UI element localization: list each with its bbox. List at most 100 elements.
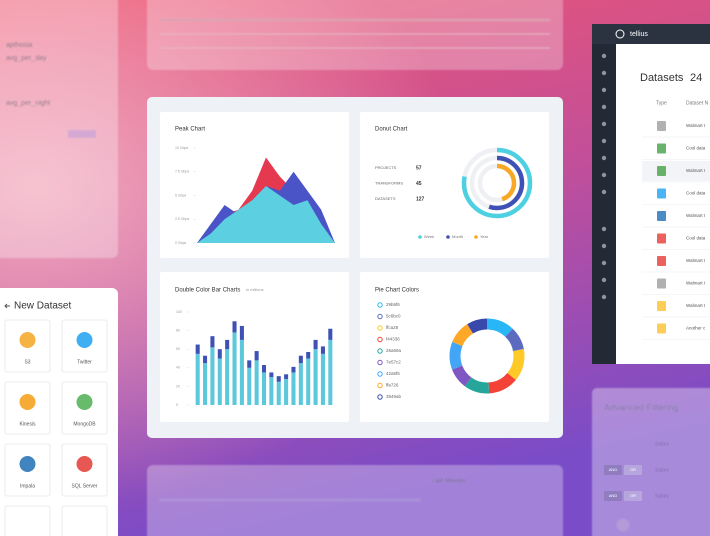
bar-segment	[210, 336, 215, 348]
advanced-filtering-panel: Advanced Filtering	[592, 388, 710, 536]
nav-icon[interactable]	[601, 155, 607, 161]
bar-segment	[217, 349, 222, 359]
bar-segment	[320, 353, 325, 405]
dataset-count: 24	[690, 72, 702, 84]
bar-segment	[232, 332, 237, 405]
add-button[interactable]	[617, 519, 629, 531]
panel-text: apthosia	[6, 42, 33, 49]
tile-icon	[19, 332, 36, 348]
dataset-name[interactable]: Cool data	[686, 146, 706, 151]
bar-segment	[247, 360, 252, 368]
dataset-name[interactable]: Walmart I	[686, 281, 705, 286]
color-icon	[377, 359, 383, 366]
bar-segment	[284, 374, 289, 379]
color-icon	[377, 336, 383, 343]
dataset-name[interactable]: Cool data	[686, 236, 706, 241]
bar-segment	[320, 346, 325, 354]
panel-bg	[0, 0, 118, 258]
panel-title: Advanced Filtering	[604, 402, 679, 412]
color-icon	[377, 382, 383, 389]
nav-icon[interactable]	[601, 260, 607, 266]
logic-button[interactable]	[624, 491, 642, 501]
panel-text: avg_per_night	[6, 100, 50, 107]
pie-segment	[449, 318, 525, 394]
bar-segment	[313, 349, 318, 405]
nav-icon[interactable]	[601, 53, 607, 59]
tile-label: MongoDB	[73, 421, 96, 427]
y-tick-label: 0 Gbps	[175, 241, 187, 245]
bar-segment	[203, 363, 208, 405]
color-name: 5c6bc0	[386, 314, 401, 319]
bar-segment	[217, 358, 222, 405]
chart-title: Double Color Bar Charts	[175, 288, 240, 294]
chart-subtitle: in millions	[246, 287, 264, 292]
dataset-tile[interactable]	[61, 505, 108, 536]
nav-icon[interactable]	[601, 87, 607, 93]
pie-segment	[449, 318, 525, 394]
color-icon	[377, 302, 383, 308]
nav-icon[interactable]	[601, 189, 607, 195]
top-left-panel: apthosia avg_per_day avg_per_night	[0, 0, 118, 258]
bar-segment	[261, 365, 267, 373]
color-icon	[377, 313, 383, 320]
y-tick-label: 80	[176, 329, 180, 333]
swatch	[68, 130, 96, 138]
dataset-name[interactable]: Walmart I	[686, 123, 705, 128]
nav-icon[interactable]	[601, 277, 607, 283]
dataset-name[interactable]: Walmart I	[686, 213, 705, 218]
dataset-tile[interactable]	[4, 505, 51, 536]
dataset-name[interactable]: Cool data	[686, 191, 706, 196]
type-icon	[657, 188, 666, 199]
logic-button[interactable]	[604, 491, 622, 501]
type-icon	[657, 211, 666, 221]
datasets-panel: tellius Datasets 24 Type Dataset N	[592, 24, 710, 364]
logic-button[interactable]	[604, 465, 622, 475]
dataset-name[interactable]: Walmart I	[686, 168, 705, 173]
bar-segment	[284, 378, 289, 405]
color-icon	[377, 348, 383, 354]
filter-field: Salary	[655, 441, 670, 447]
y-tick-label: 100	[176, 310, 182, 314]
dataset-name[interactable]: Another c	[686, 326, 706, 331]
tile-label: S3	[24, 359, 30, 365]
y-tick-label: 2.5 Gbps	[175, 217, 189, 221]
back-arrow[interactable]	[4, 303, 10, 309]
color-name: 42a5f5	[386, 371, 400, 376]
logic-label: AND	[609, 493, 618, 498]
tile-icon	[19, 456, 36, 472]
nav-icon[interactable]	[601, 138, 607, 144]
bar-segment	[247, 367, 252, 405]
panel-text: avg_per_day	[6, 55, 47, 62]
type-icon	[657, 323, 666, 334]
type-icon	[657, 278, 666, 289]
tile-icon	[76, 332, 93, 348]
column-header: Type	[656, 100, 667, 106]
stat-label: TRANSFORMS	[375, 181, 403, 186]
y-tick-label: 5 Gbps	[175, 193, 187, 197]
bar-segment	[254, 351, 259, 361]
nav-icon[interactable]	[601, 172, 607, 178]
dataset-name[interactable]: Walmart I	[686, 258, 705, 263]
nav-icon[interactable]	[601, 226, 607, 232]
nav-icon[interactable]	[601, 294, 607, 300]
y-tick-label: 0	[176, 403, 178, 407]
logic-button[interactable]	[624, 465, 642, 475]
color-name: 26a69a	[386, 348, 402, 353]
legend-label: Month	[452, 234, 463, 239]
nav-icon[interactable]	[601, 243, 607, 249]
bar-segment	[298, 363, 303, 405]
nav-icon[interactable]	[601, 104, 607, 110]
nav-icon[interactable]	[601, 121, 607, 127]
bar-segment	[269, 372, 274, 378]
bar-panel	[160, 272, 349, 422]
nav-icon[interactable]	[601, 70, 607, 76]
bar-segment	[195, 353, 200, 405]
bar-segment	[239, 325, 244, 340]
y-tick-label: 20	[176, 384, 180, 388]
dataset-name[interactable]: Walmart I	[686, 303, 705, 308]
bar-segment	[328, 339, 333, 405]
chart-title: Peak Chart	[175, 127, 205, 133]
bar-segment	[313, 339, 318, 350]
bar-segment	[291, 366, 296, 373]
